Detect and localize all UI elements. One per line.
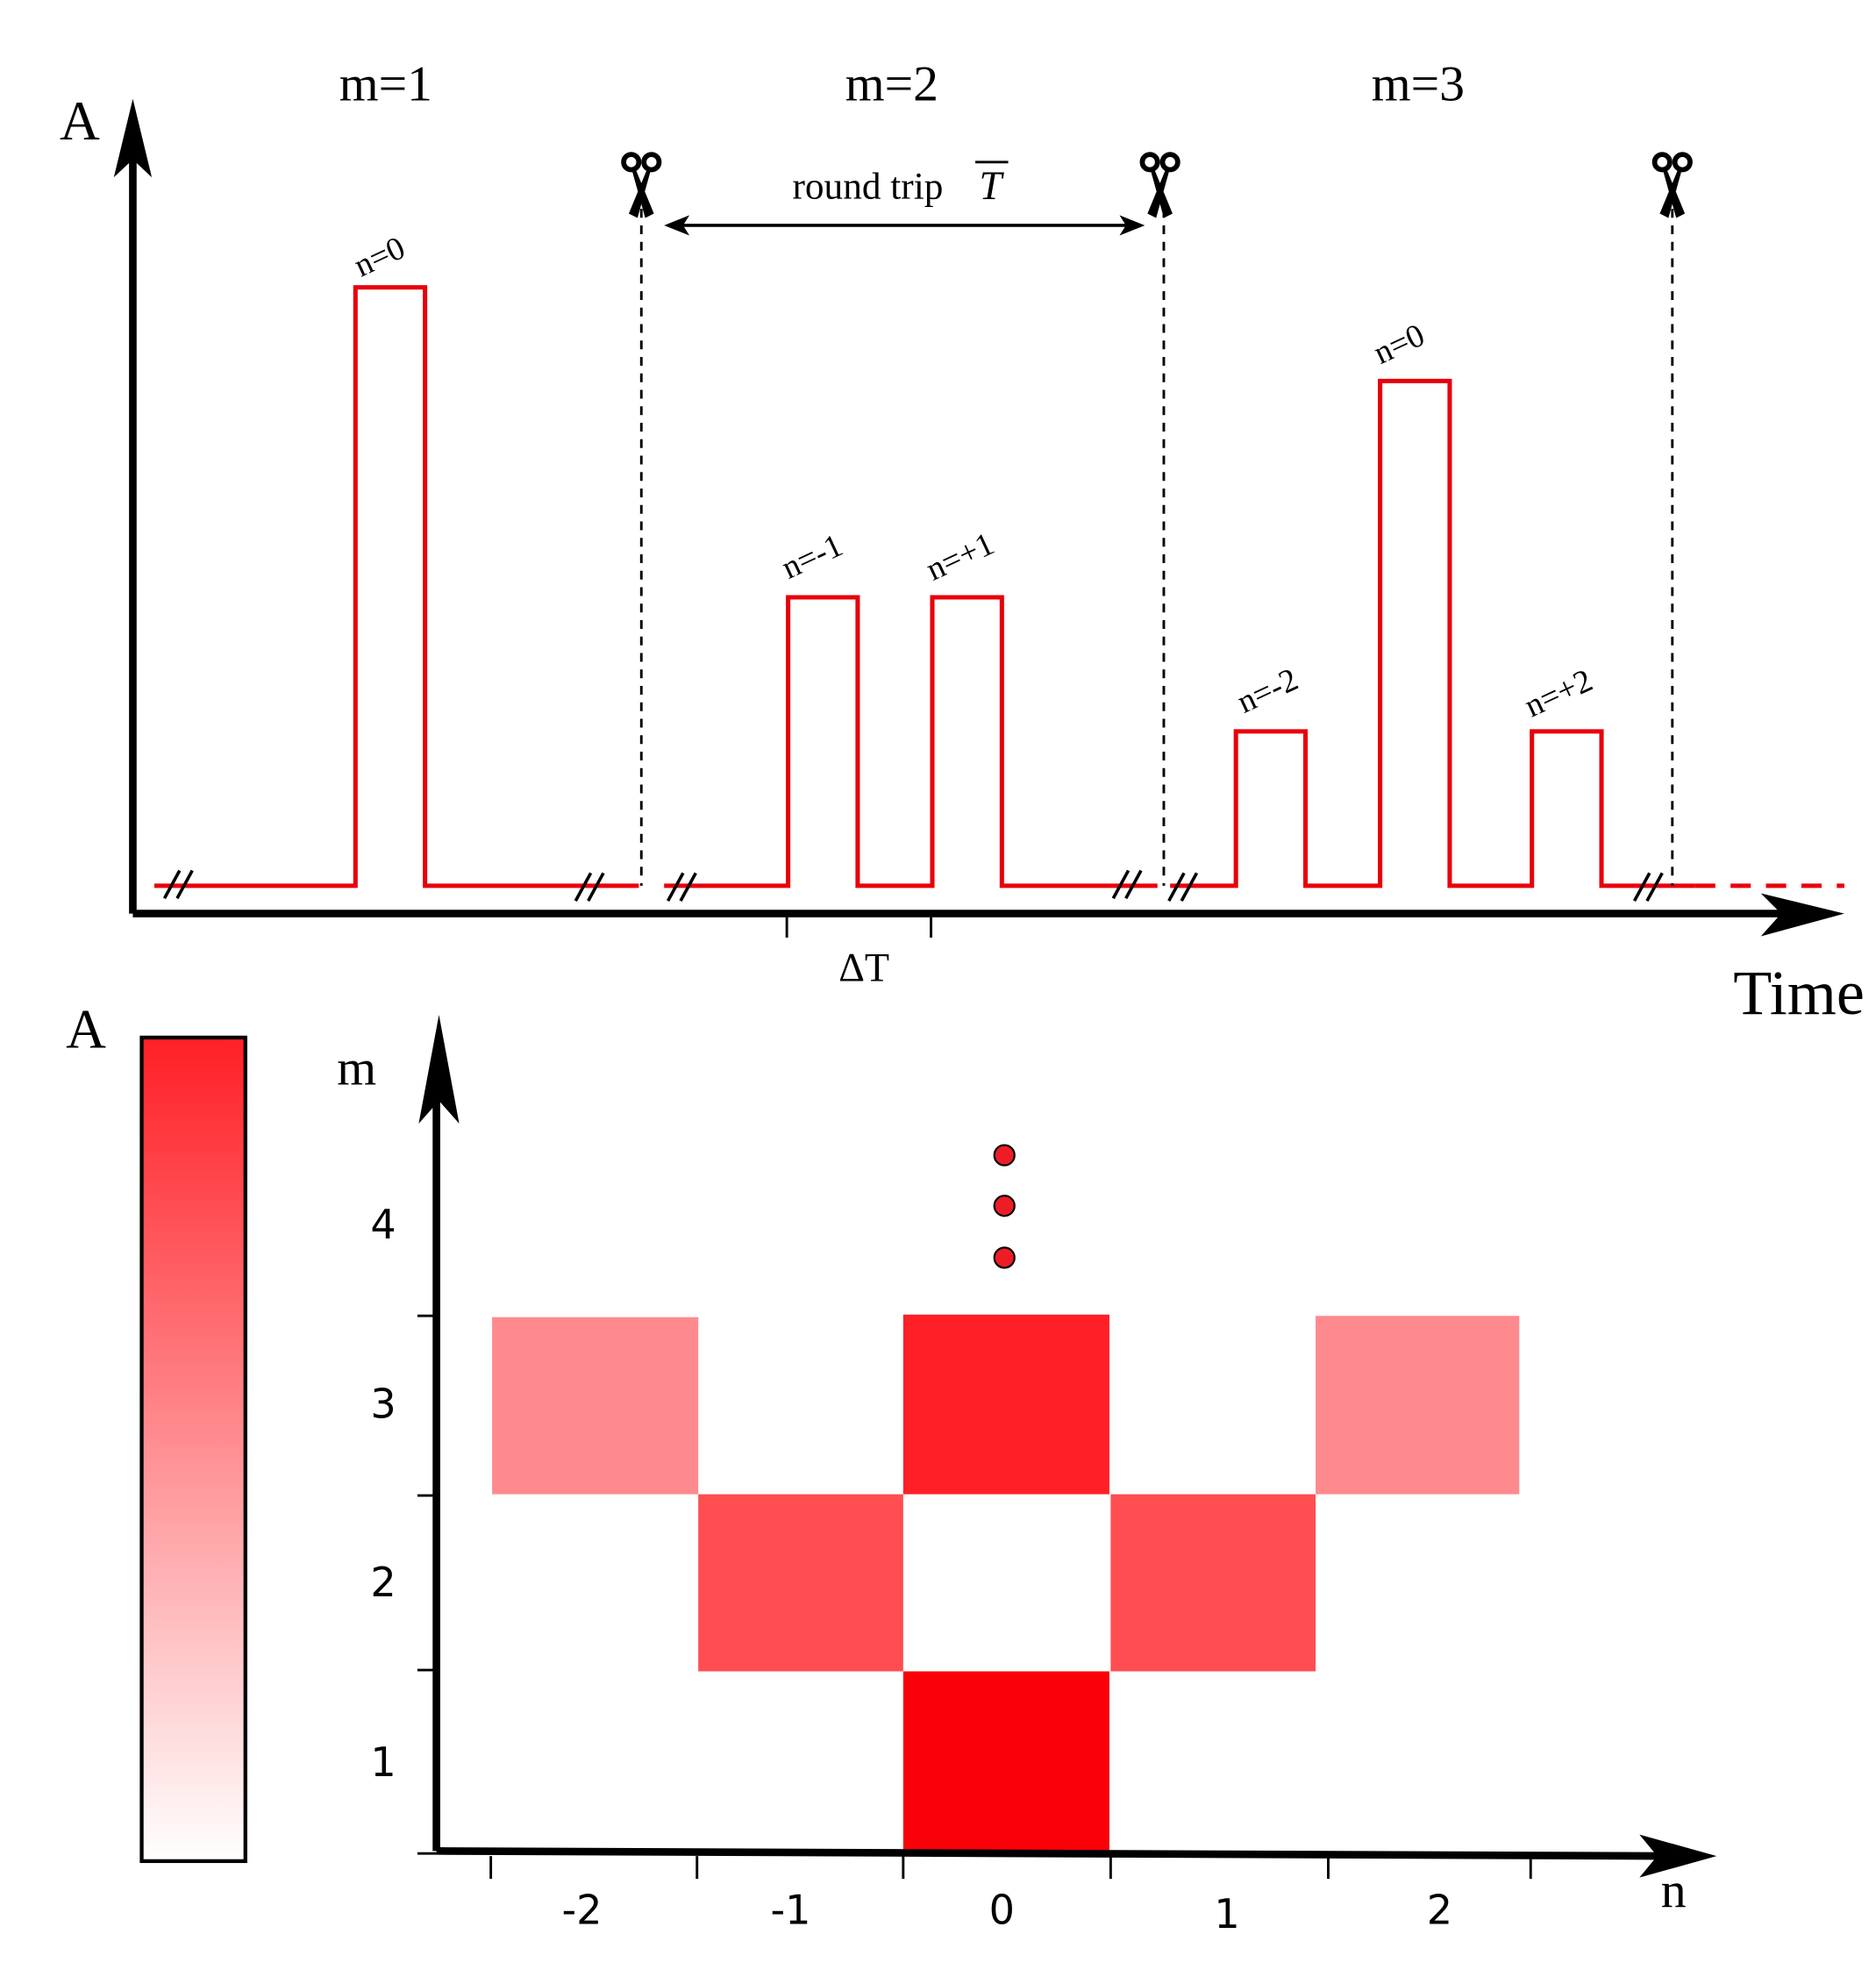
pulse-label: n=0 (349, 230, 410, 284)
pulse-label: n=+1 (921, 526, 1000, 589)
ellipsis-dot (993, 1144, 1016, 1167)
segment-label: m=3 (1372, 56, 1465, 111)
m-tick-label: 1 (370, 1738, 396, 1786)
signal (153, 285, 1695, 889)
round-trip-symbol: T (980, 163, 1005, 208)
n-axis (436, 1847, 1670, 1860)
m-tick-label: 3 (370, 1381, 396, 1428)
delta-ticks (785, 917, 933, 938)
n-tick-label: -2 (561, 1887, 602, 1934)
n-tick-label: -1 (770, 1887, 810, 1934)
y-arrow (113, 98, 153, 178)
m-arrow (418, 1014, 460, 1124)
n-tick-label: 1 (1214, 1890, 1239, 1938)
pulse-label: n=+2 (1519, 662, 1598, 724)
ellipsis-dot (993, 1195, 1016, 1217)
cell (1316, 1316, 1520, 1495)
cell (902, 1314, 1109, 1495)
m-ticks (417, 1314, 437, 1855)
scissors (1655, 154, 1690, 215)
m-axis-label: m (337, 1041, 376, 1096)
scissors (1142, 154, 1177, 215)
n-tick-label: 2 (1427, 1887, 1452, 1934)
cell (902, 1671, 1109, 1852)
ellipsis-dot (993, 1246, 1016, 1269)
cut-lines (639, 209, 1674, 886)
segment-label: m=2 (845, 56, 938, 111)
break-marks (162, 869, 1664, 903)
n-tick-label: 0 (989, 1887, 1015, 1934)
round-trip-label: round trip (793, 165, 944, 207)
m-tick-label: 2 (370, 1559, 396, 1606)
delta-label: ΔT (838, 946, 889, 990)
x-axis-label: Time (1733, 958, 1865, 1028)
pulse-label: n=-2 (1232, 661, 1304, 720)
scissors (624, 154, 659, 215)
cell (1110, 1494, 1316, 1672)
m-tick-label: 4 (370, 1201, 396, 1248)
pulse-label: n=0 (1368, 318, 1430, 372)
n-ticks (489, 1856, 1532, 1880)
n-axis-label: n (1661, 1863, 1687, 1918)
pulse-label: n=-1 (776, 527, 848, 586)
cell (698, 1494, 903, 1672)
colorbar-label: A (66, 998, 106, 1060)
x-arrow (1760, 893, 1844, 937)
colorbar (139, 1035, 247, 1864)
cell (492, 1317, 699, 1495)
n-arrow (1639, 1834, 1717, 1878)
segment-label: m=1 (339, 56, 432, 111)
y-axis-label: A (60, 89, 100, 152)
